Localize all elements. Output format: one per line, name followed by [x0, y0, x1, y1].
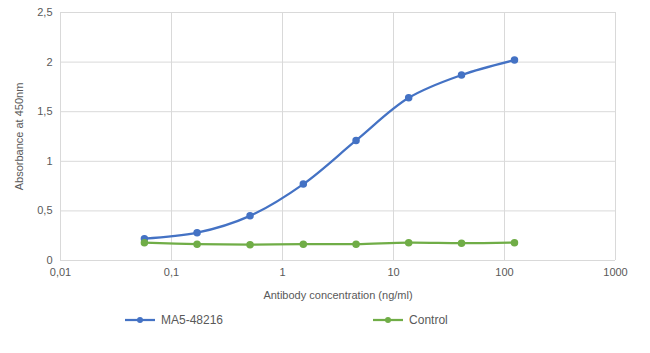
html-text:MA5-48216: MA5-48216 — [161, 313, 223, 327]
svg-text:10: 10 — [387, 266, 399, 278]
svg-text:100: 100 — [495, 266, 513, 278]
svg-text:1: 1 — [46, 155, 52, 167]
svg-text:1,5: 1,5 — [37, 105, 52, 117]
svg-text:2,5: 2,5 — [37, 6, 52, 18]
html-text:Control: Control — [409, 313, 448, 327]
svg-text:Antibody concentration (ng/ml): Antibody concentration (ng/ml) — [263, 289, 412, 301]
svg-text:2: 2 — [46, 56, 52, 68]
svg-text:1: 1 — [279, 266, 285, 278]
svg-text:0,5: 0,5 — [37, 204, 52, 216]
svg-text:0,01: 0,01 — [50, 266, 71, 278]
svg-text:0,1: 0,1 — [164, 266, 179, 278]
svg-text:1000: 1000 — [603, 266, 627, 278]
svg-text:Absorbance at 450nm: Absorbance at 450nm — [13, 83, 25, 191]
svg-text:0: 0 — [46, 254, 52, 266]
